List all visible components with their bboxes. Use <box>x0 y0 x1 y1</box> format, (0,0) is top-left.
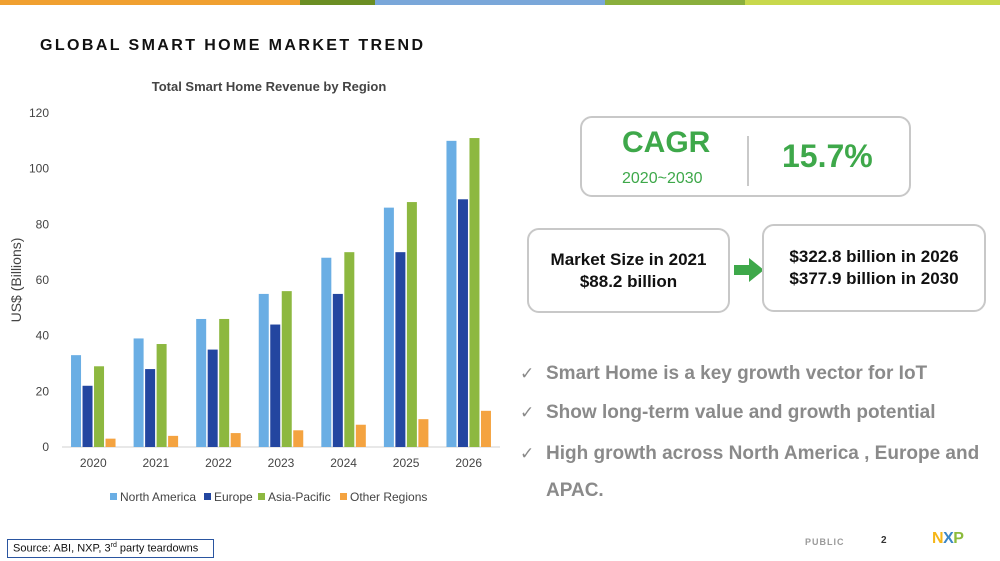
y-tick-label: 20 <box>36 384 50 398</box>
bar-other-regions-2022 <box>230 433 241 447</box>
legend-swatch <box>204 493 211 500</box>
bar-asia-pacific-2020 <box>94 366 105 447</box>
classification-label: PUBLIC <box>805 537 845 547</box>
market-forecast-2030: $377.9 billion in 2030 <box>789 269 959 288</box>
bar-asia-pacific-2025 <box>406 202 417 447</box>
slide-title: GLOBAL SMART HOME MARKET TREND <box>40 37 426 54</box>
y-tick-label: 100 <box>29 162 49 176</box>
cagr-label: CAGR <box>622 126 711 159</box>
x-tick-label: 2022 <box>205 456 232 470</box>
check-icon: ✓ <box>520 364 535 383</box>
key-point-item: ✓ Smart Home is a key growth vector for … <box>520 355 990 392</box>
bar-asia-pacific-2021 <box>156 344 167 447</box>
y-tick-label: 0 <box>42 440 49 454</box>
y-tick-label: 80 <box>36 217 50 231</box>
x-tick-label: 2023 <box>268 456 295 470</box>
market-forecast-box: $322.8 billion in 2026 $377.9 billion in… <box>762 224 986 312</box>
y-tick-label: 40 <box>36 329 50 343</box>
legend-label: North America <box>120 490 196 504</box>
top-bar-segment-blue <box>375 0 605 5</box>
logo-letter-n: N <box>932 530 944 547</box>
bar-north-america-2022 <box>196 318 207 447</box>
market-size-2021-box: Market Size in 2021 $88.2 billion <box>527 228 730 313</box>
bar-north-america-2023 <box>258 293 269 447</box>
source-text-sup: rd <box>110 542 117 549</box>
legend-swatch <box>340 493 347 500</box>
bar-europe-2021 <box>145 369 156 447</box>
source-text-prefix: Source: ABI, NXP, 3 <box>13 542 111 555</box>
logo-letter-p: P <box>953 530 964 547</box>
bar-other-regions-2026 <box>480 410 491 447</box>
x-tick-label: 2020 <box>80 456 107 470</box>
market-size-2021-value: $88.2 billion <box>579 271 678 291</box>
nxp-logo: NXP <box>932 530 964 548</box>
bar-north-america-2025 <box>383 207 394 447</box>
bar-europe-2020 <box>82 385 93 447</box>
arrow-right-icon <box>734 258 764 282</box>
cagr-value: 15.7% <box>782 138 873 174</box>
bar-europe-2026 <box>457 199 468 447</box>
legend-label: Europe <box>214 490 253 504</box>
cagr-divider <box>747 136 749 186</box>
legend-swatch <box>110 493 117 500</box>
top-bar-segment-green <box>605 0 745 5</box>
bar-north-america-2024 <box>321 257 332 447</box>
logo-letter-x: X <box>943 530 954 547</box>
bar-europe-2024 <box>332 293 343 447</box>
legend-swatch <box>258 493 265 500</box>
x-tick-label: 2025 <box>393 456 420 470</box>
top-color-bar <box>0 0 1000 5</box>
key-point-text: Smart Home is a key growth vector for Io… <box>546 363 928 384</box>
chart-title: Total Smart Home Revenue by Region <box>152 79 387 94</box>
key-point-item: ✓ Show long-term value and growth potent… <box>520 394 990 431</box>
revenue-bar-chart: Total Smart Home Revenue by Region 0 20 40 6… <box>8 79 500 504</box>
y-axis-label: US$ (Billions) <box>8 238 24 323</box>
key-point-text: High growth across North America , Europ… <box>546 443 980 501</box>
bar-asia-pacific-2023 <box>281 291 292 447</box>
bar-north-america-2026 <box>446 140 457 447</box>
bar-other-regions-2025 <box>418 419 429 447</box>
market-size-2021-label: Market Size in 2021 <box>550 249 707 269</box>
x-tick-label: 2026 <box>455 456 482 470</box>
check-icon: ✓ <box>520 444 535 463</box>
top-bar-segment-lime <box>745 0 1000 5</box>
key-point-item: ✓ High growth across North America , Eur… <box>520 435 990 509</box>
key-points-list: ✓ Smart Home is a key growth vector for … <box>520 355 990 509</box>
key-point-text: Show long-term value and growth potentia… <box>546 402 936 423</box>
source-citation: Source: ABI, NXP, 3rd party teardowns <box>7 539 214 558</box>
y-tick-label: 120 <box>29 106 49 120</box>
bar-asia-pacific-2026 <box>469 138 480 448</box>
bar-asia-pacific-2024 <box>344 252 355 447</box>
cagr-years: 2020~2030 <box>622 170 703 187</box>
x-tick-label: 2021 <box>143 456 170 470</box>
bar-europe-2025 <box>395 252 406 447</box>
legend-label: Other Regions <box>350 490 427 504</box>
bar-europe-2022 <box>207 349 218 447</box>
cagr-box: CAGR 2020~2030 15.7% <box>580 116 911 197</box>
top-bar-segment-orange <box>0 0 300 5</box>
bar-north-america-2020 <box>71 355 82 447</box>
market-forecast-2026: $322.8 billion in 2026 <box>789 247 959 266</box>
bar-other-regions-2020 <box>105 438 116 447</box>
y-tick-label: 60 <box>36 273 50 287</box>
legend-label: Asia-Pacific <box>268 490 331 504</box>
x-tick-label: 2024 <box>330 456 357 470</box>
bar-asia-pacific-2022 <box>219 318 230 447</box>
bar-other-regions-2021 <box>168 435 179 447</box>
bar-other-regions-2023 <box>293 430 304 447</box>
bar-europe-2023 <box>270 324 281 447</box>
source-text-suffix: party teardowns <box>116 542 199 555</box>
page-number: 2 <box>881 535 887 546</box>
check-icon: ✓ <box>520 403 535 422</box>
bar-other-regions-2024 <box>355 424 366 447</box>
bar-north-america-2021 <box>133 338 144 447</box>
top-bar-segment-olive <box>300 0 375 5</box>
